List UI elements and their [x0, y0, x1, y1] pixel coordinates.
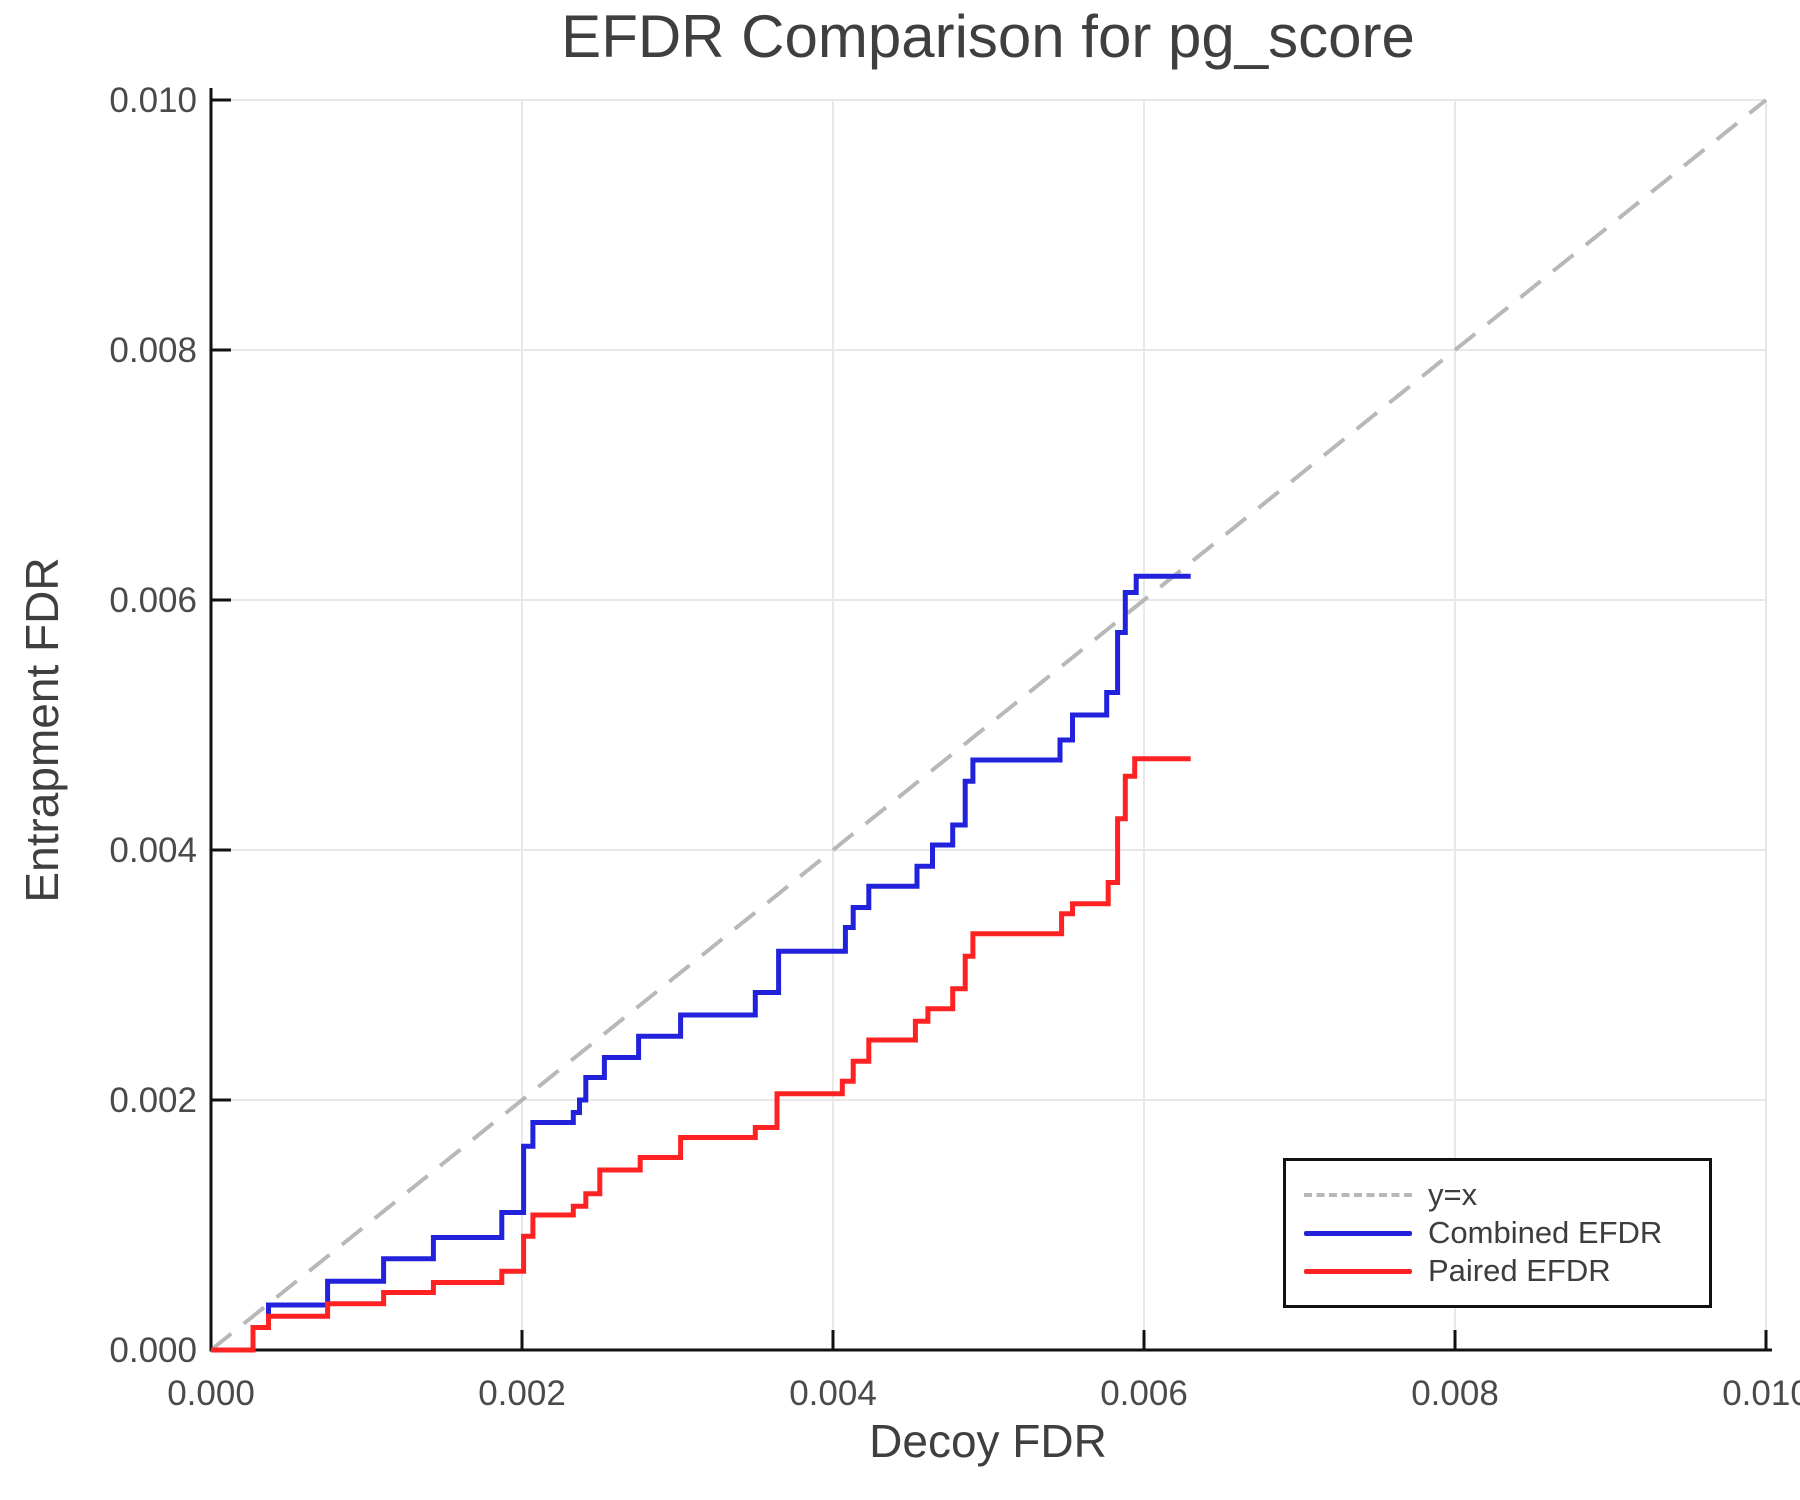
- x-tick-label: 0.010: [1722, 1374, 1800, 1413]
- series-line-combined-efdr: [211, 573, 1191, 1353]
- x-tick-label: 0.004: [789, 1374, 877, 1413]
- x-tick-label: 0.008: [1411, 1374, 1499, 1413]
- chart-title: EFDR Comparison for pg_score: [561, 3, 1415, 70]
- legend: y=x Combined EFDR Paired EFDR: [1283, 1158, 1712, 1308]
- legend-label-yx: y=x: [1428, 1177, 1478, 1212]
- y-axis-label: Entrapment FDR: [16, 557, 68, 903]
- x-tick-label: 0.002: [478, 1374, 566, 1413]
- x-tick-label: 0.006: [1100, 1374, 1188, 1413]
- y-tick-label: 0.004: [109, 831, 197, 870]
- legend-swatch-combined: [1304, 1230, 1412, 1236]
- dashed-line-swatch-icon: [1304, 1193, 1412, 1197]
- y-tick-label: 0.000: [109, 1331, 197, 1370]
- y-tick-label: 0.002: [109, 1081, 197, 1120]
- legend-swatch-paired: [1304, 1268, 1412, 1274]
- legend-swatch-yx: [1304, 1193, 1412, 1197]
- series-line-paired-efdr: [211, 756, 1191, 1353]
- x-axis-label: Decoy FDR: [869, 1415, 1107, 1467]
- red-line-swatch-icon: [1304, 1268, 1412, 1274]
- legend-row-yx: y=x: [1286, 1176, 1709, 1214]
- legend-row-combined-efdr: Combined EFDR: [1286, 1214, 1709, 1252]
- legend-label-combined: Combined EFDR: [1428, 1215, 1663, 1250]
- y-tick-label: 0.010: [109, 81, 197, 120]
- yx-reference-line: [209, 98, 1768, 1352]
- y-tick-label: 0.006: [109, 581, 197, 620]
- y-tick-label: 0.008: [109, 331, 197, 370]
- legend-label-paired: Paired EFDR: [1428, 1253, 1611, 1288]
- legend-row-paired-efdr: Paired EFDR: [1286, 1252, 1709, 1290]
- blue-line-swatch-icon: [1304, 1230, 1412, 1236]
- x-tick-label: 0.000: [167, 1374, 255, 1413]
